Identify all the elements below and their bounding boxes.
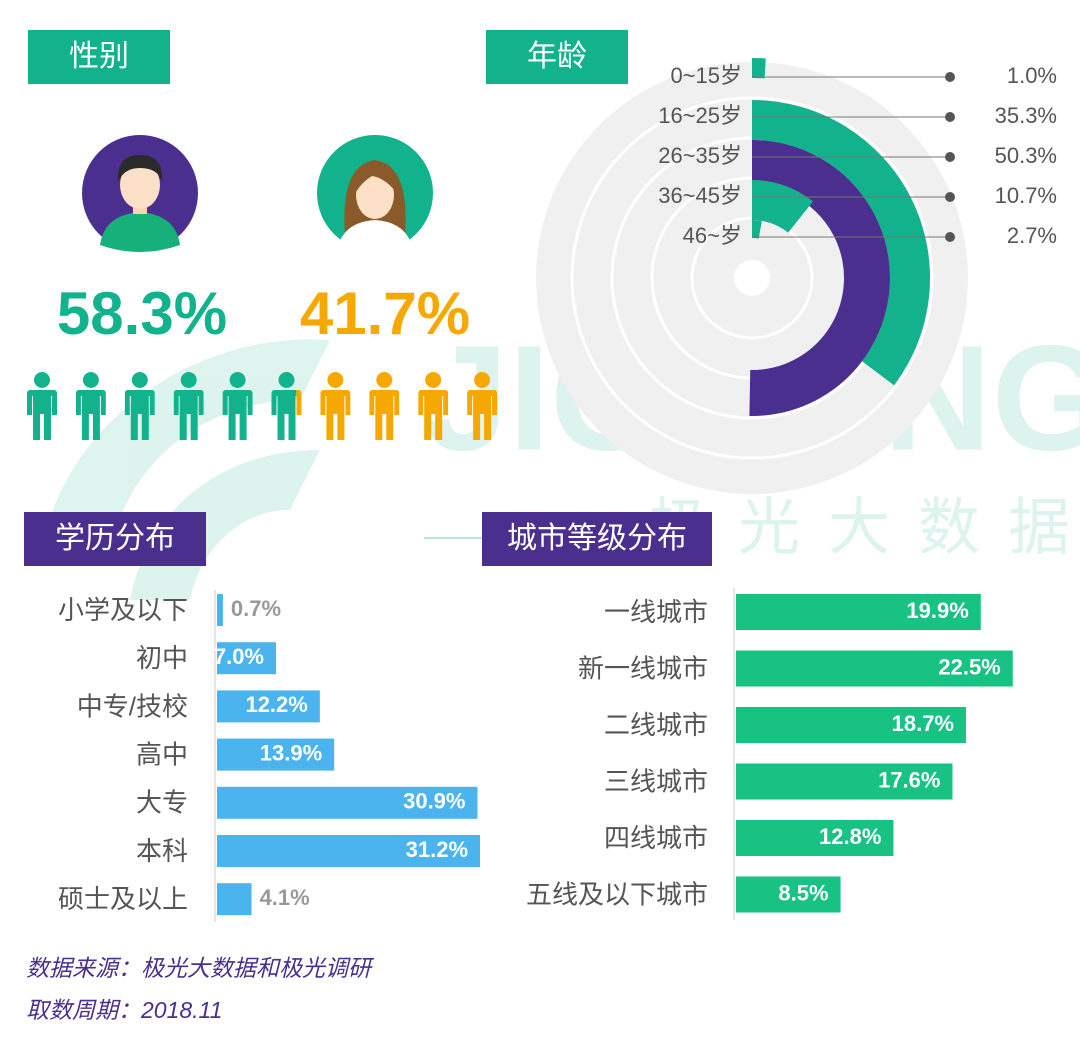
leader-dot [945, 72, 955, 82]
chart-title: 性别 [69, 40, 129, 73]
source-note: 数据来源：极光大数据和极光调研 [26, 955, 375, 981]
category-label: 16~25岁 [658, 103, 742, 128]
period-note: 取数周期：2018.11 [26, 997, 222, 1023]
radial-bar [752, 180, 814, 233]
person-icon [271, 372, 297, 440]
bar [217, 835, 481, 867]
bar [217, 642, 277, 675]
person-icon [124, 372, 155, 440]
category-label: 46~岁 [683, 223, 742, 248]
bar [217, 786, 478, 819]
value-label: 22.5% [938, 654, 1000, 679]
category-label: 中专/技校 [77, 691, 188, 721]
title-box [482, 512, 712, 566]
value-label: 41.7% [300, 280, 470, 347]
bar [736, 650, 1013, 687]
value-label: 10.7% [995, 183, 1057, 208]
value-label: 8.5% [778, 880, 828, 905]
value-label: 17.6% [878, 767, 940, 792]
title-box [24, 512, 206, 566]
category-label: 二线城市 [604, 710, 708, 740]
bar [217, 690, 320, 723]
value-label: 35.3% [995, 103, 1057, 128]
radial-bar [752, 58, 766, 79]
value-label: 18.7% [892, 711, 954, 736]
value-label: 2.7% [1007, 223, 1057, 248]
bar [217, 738, 335, 771]
value-label: 4.1% [260, 885, 310, 910]
category-label: 五线及以下城市 [526, 879, 708, 909]
title-box [486, 30, 628, 84]
category-label: 26~35岁 [658, 143, 742, 168]
category-label: 本科 [136, 836, 188, 866]
category-label: 一线城市 [604, 597, 708, 627]
watermark-name: 极光大数据 [648, 493, 1080, 562]
value-label: 31.2% [406, 837, 468, 862]
radial-bar [749, 140, 890, 416]
leader-dot [945, 232, 955, 242]
bar [736, 820, 894, 856]
value-label: 30.9% [403, 789, 465, 814]
person-icon [222, 372, 253, 440]
bar [736, 876, 841, 913]
category-label: 初中 [136, 643, 188, 673]
person-icon [173, 372, 204, 440]
leader-dot [945, 112, 955, 122]
value-label: 12.2% [245, 692, 307, 717]
watermark-logo [40, 339, 330, 560]
category-label: 小学及以下 [58, 595, 188, 625]
value-label: 50.3% [995, 143, 1057, 168]
leader-dot [945, 152, 955, 162]
male-avatar [82, 135, 198, 252]
value-label: 58.3% [57, 280, 227, 347]
chart-title: 学历分布 [55, 522, 175, 555]
category-label: 硕士及以上 [58, 884, 188, 914]
value-label: 1.0% [1007, 63, 1057, 88]
value-label: 7.0% [214, 644, 264, 669]
category-label: 新一线城市 [578, 653, 708, 683]
person-icon [467, 372, 498, 440]
radial-bar [752, 219, 762, 239]
value-label: 13.9% [260, 740, 322, 765]
value-label: 19.9% [906, 598, 968, 623]
value-label: 0.7% [231, 596, 281, 621]
category-label: 大专 [136, 788, 188, 818]
bar [217, 594, 223, 626]
chart-title: 城市等级分布 [507, 522, 687, 555]
title-box [28, 30, 170, 84]
female-avatar [317, 135, 433, 252]
person-icon [27, 372, 57, 440]
category-label: 0~15岁 [670, 63, 742, 88]
bar [736, 707, 967, 743]
pictograph-part [27, 372, 297, 440]
category-label: 三线城市 [604, 766, 708, 796]
person-icon [75, 372, 106, 440]
person-icon [320, 372, 351, 440]
person-icon [296, 390, 302, 415]
person-icon [418, 372, 449, 440]
bar [217, 883, 252, 916]
pictograph-part [296, 372, 498, 440]
leader-dot [945, 192, 955, 202]
value-label: 12.8% [819, 824, 881, 849]
radial-bar [752, 100, 930, 386]
category-label: 四线城市 [604, 823, 708, 853]
category-label: 36~45岁 [658, 183, 742, 208]
bar [736, 763, 953, 800]
person-icon [369, 372, 400, 440]
bar [736, 594, 981, 630]
category-label: 高中 [136, 739, 188, 769]
chart-title: 年龄 [527, 40, 587, 73]
